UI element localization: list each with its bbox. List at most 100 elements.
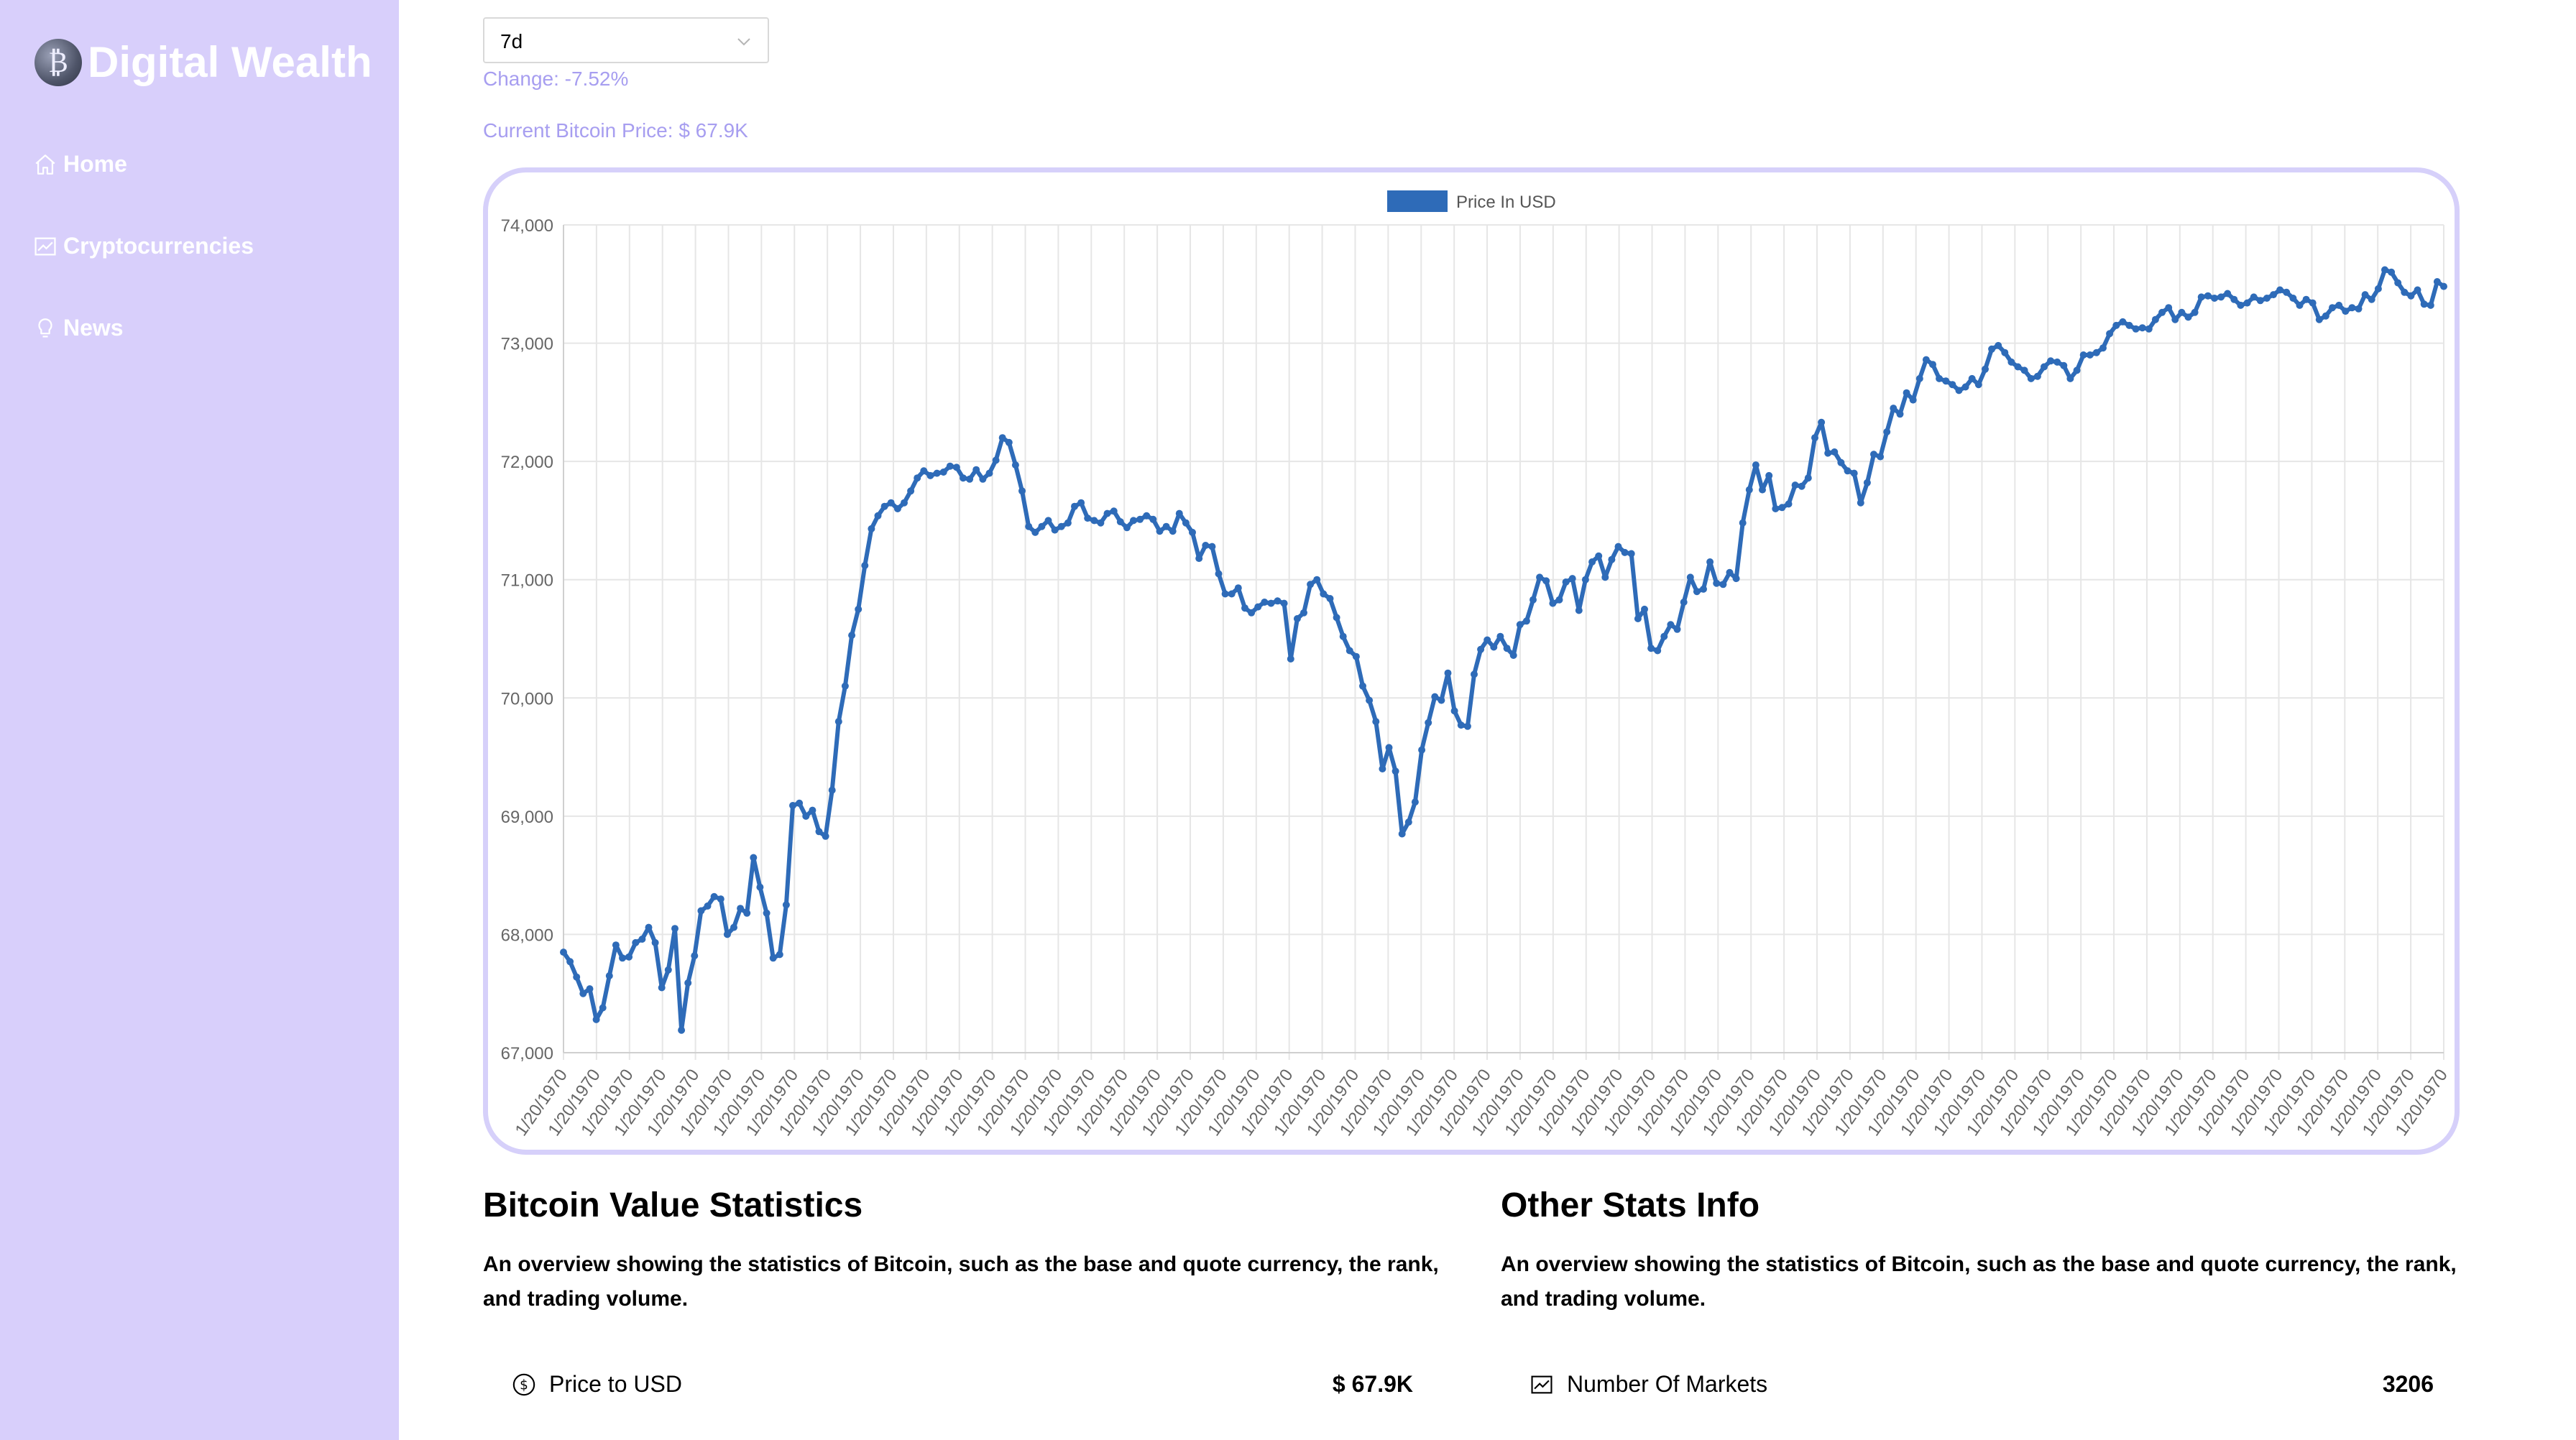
data-point <box>1686 573 1694 581</box>
data-point <box>2060 361 2068 369</box>
data-point <box>710 892 718 900</box>
data-point <box>1660 632 1668 640</box>
data-point <box>874 512 882 520</box>
data-point <box>1018 487 1026 495</box>
data-point <box>1359 682 1366 690</box>
data-point <box>2335 301 2343 309</box>
data-point <box>1077 499 1085 507</box>
data-point <box>1130 517 1137 525</box>
data-point <box>1031 528 1039 536</box>
data-point <box>2145 325 2153 333</box>
stat-row-price-usd: $ Price to USD <box>512 1371 682 1398</box>
data-point <box>586 985 594 993</box>
data-point <box>966 475 974 483</box>
y-tick-label: 68,000 <box>501 926 553 945</box>
data-point <box>2027 374 2035 382</box>
data-point <box>1280 599 1288 607</box>
data-point <box>1850 469 1858 477</box>
data-point <box>1654 647 1662 655</box>
data-point <box>678 1026 686 1034</box>
data-point <box>645 923 653 931</box>
data-point <box>2014 363 2022 371</box>
data-point <box>1261 599 1269 606</box>
data-point <box>1090 517 1098 525</box>
data-point <box>2041 363 2048 371</box>
time-period-select[interactable]: 7d <box>483 17 769 63</box>
data-point <box>2433 278 2441 285</box>
data-point <box>2204 292 2212 300</box>
data-point <box>1051 526 1059 534</box>
data-point <box>1057 522 1065 530</box>
data-point <box>2092 349 2100 356</box>
data-point <box>1005 438 1013 446</box>
svg-text:$: $ <box>520 1377 528 1393</box>
data-point <box>1175 509 1183 517</box>
data-point <box>1195 555 1203 563</box>
data-point <box>2426 301 2434 309</box>
data-point <box>2171 315 2179 323</box>
data-point <box>664 966 672 974</box>
sidebar-item-cryptocurrencies[interactable]: Cryptocurrencies <box>33 233 254 259</box>
data-point <box>920 467 928 475</box>
data-point <box>2112 321 2120 329</box>
data-point <box>2355 305 2363 313</box>
data-point <box>1804 474 1812 482</box>
data-point <box>2106 330 2114 338</box>
data-point <box>1680 599 1688 606</box>
data-point <box>2296 301 2304 309</box>
data-point <box>1503 645 1511 652</box>
data-point <box>893 505 901 512</box>
data-point <box>1084 514 1092 522</box>
data-point <box>737 905 745 913</box>
data-point <box>1025 522 1033 530</box>
data-point <box>2283 288 2291 296</box>
data-point <box>1883 428 1891 435</box>
data-point <box>2197 293 2205 301</box>
coin-logo-icon: ₿ <box>34 38 82 86</box>
data-point <box>1522 617 1530 625</box>
data-point <box>1778 504 1786 512</box>
sidebar-item-news[interactable]: News <box>33 315 124 341</box>
data-point <box>796 799 804 807</box>
data-point <box>1287 655 1294 663</box>
stat-value-price-usd: $ 67.9K <box>1332 1371 1413 1397</box>
sidebar-item-home[interactable]: Home <box>33 151 127 177</box>
data-point <box>2165 304 2173 312</box>
bitcoin-stats-description: An overview showing the statistics of Bi… <box>483 1252 1439 1311</box>
data-point <box>2315 315 2323 323</box>
data-point <box>1974 381 1982 389</box>
data-point <box>1982 365 1989 373</box>
data-point <box>638 936 646 943</box>
data-point <box>815 828 823 836</box>
legend-label: Price In USD <box>1456 193 1556 212</box>
data-point <box>1575 606 1583 614</box>
data-point <box>1890 405 1898 412</box>
data-point <box>1339 632 1347 640</box>
data-point <box>2289 295 2297 302</box>
data-point <box>1411 798 1419 806</box>
logo[interactable]: ₿ Digital Wealth <box>34 37 372 87</box>
data-point <box>619 954 626 962</box>
data-point <box>979 475 987 483</box>
data-point <box>1949 381 1956 389</box>
data-point <box>1457 721 1465 729</box>
data-point <box>2401 288 2409 296</box>
data-point <box>2073 366 2081 374</box>
data-point <box>2237 301 2245 309</box>
data-point <box>1831 448 1839 456</box>
data-point <box>756 883 764 891</box>
data-point <box>1713 579 1721 587</box>
stat-label: Price to USD <box>549 1371 682 1397</box>
data-point <box>2348 304 2356 312</box>
data-point <box>2322 312 2329 320</box>
data-point <box>1837 458 1845 466</box>
data-point <box>691 952 699 960</box>
data-point <box>802 812 810 820</box>
data-point <box>1608 555 1616 563</box>
data-point <box>2151 315 2159 323</box>
data-point <box>2243 299 2251 307</box>
legend-swatch <box>1387 190 1448 212</box>
data-point <box>2211 295 2218 302</box>
data-point <box>612 941 620 949</box>
data-point <box>1352 652 1360 660</box>
